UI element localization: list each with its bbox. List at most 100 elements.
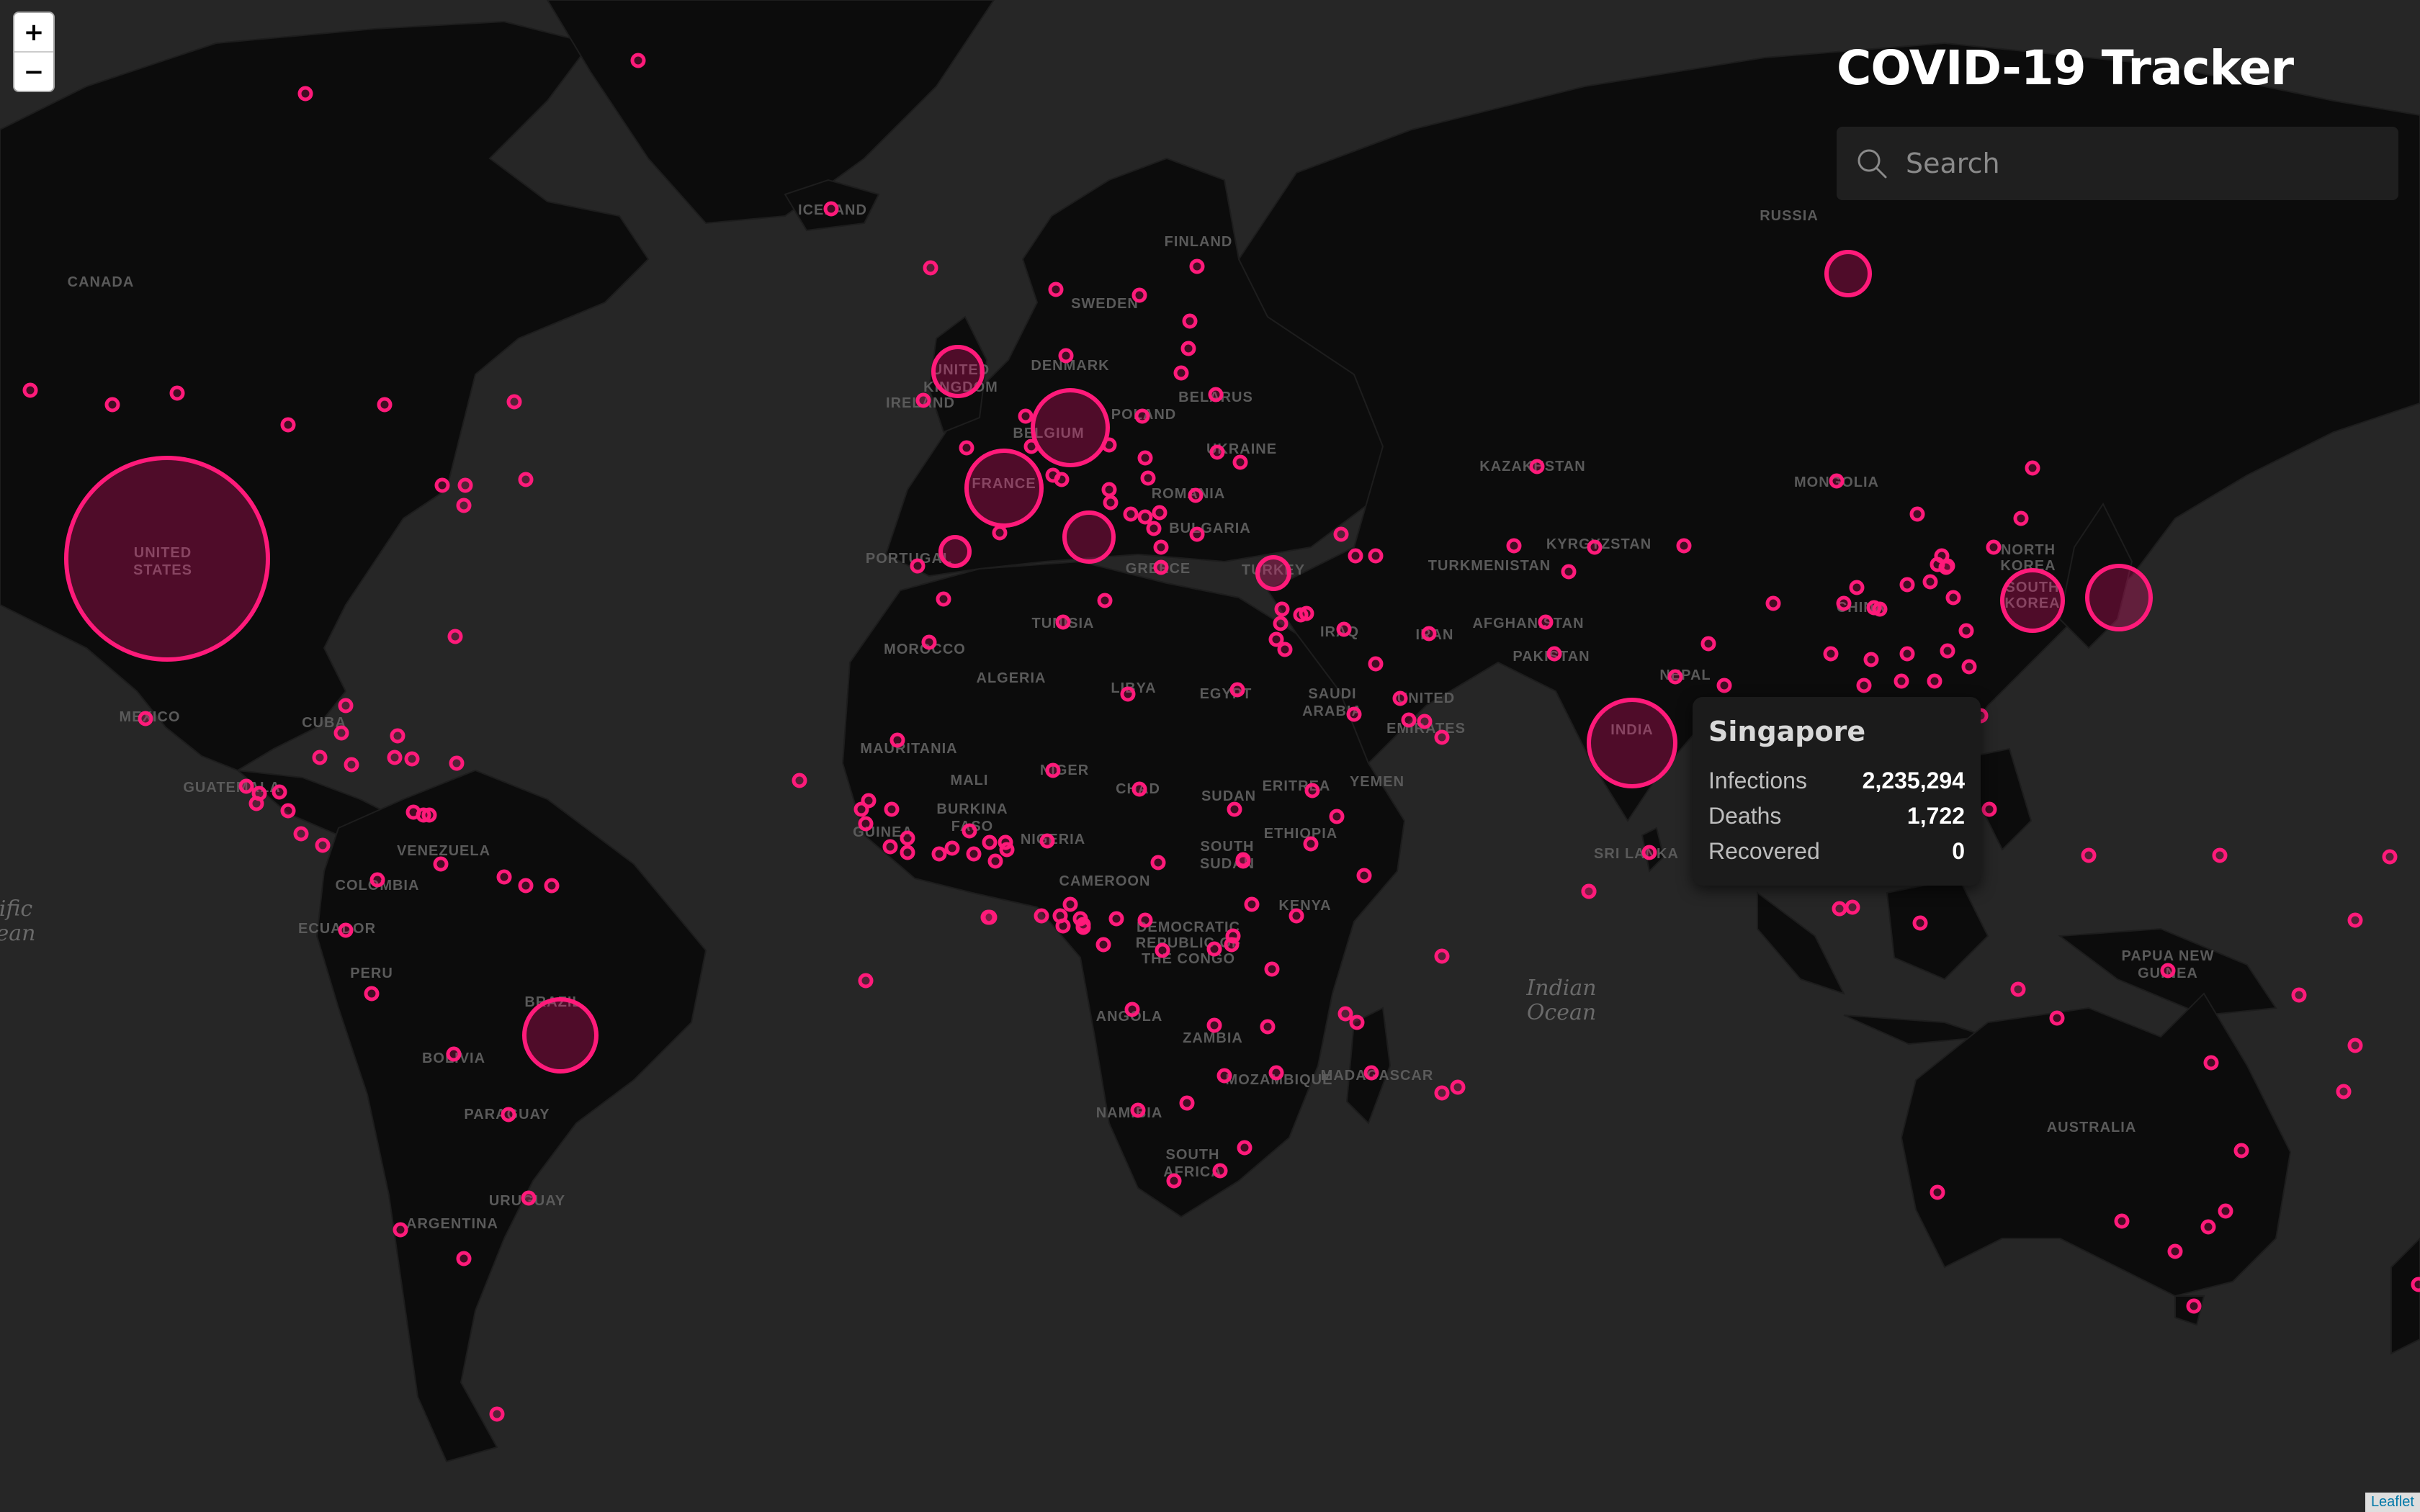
- case-marker[interactable]: [1188, 487, 1204, 503]
- case-marker[interactable]: [1546, 646, 1562, 662]
- case-marker[interactable]: [1260, 1019, 1276, 1035]
- case-marker[interactable]: [982, 834, 998, 850]
- case-marker[interactable]: [1506, 538, 1522, 554]
- case-marker[interactable]: [544, 878, 560, 894]
- case-marker[interactable]: [248, 796, 264, 811]
- case-marker[interactable]: [2160, 963, 2176, 978]
- case-marker[interactable]: [1303, 836, 1319, 852]
- case-marker[interactable]: [1961, 659, 1977, 675]
- case-marker[interactable]: [1208, 387, 1224, 402]
- case-marker-large[interactable]: [2085, 564, 2153, 631]
- case-marker[interactable]: [2411, 1277, 2420, 1292]
- case-marker[interactable]: [1103, 495, 1119, 510]
- case-marker[interactable]: [1131, 781, 1147, 797]
- case-marker[interactable]: [22, 382, 38, 398]
- case-marker[interactable]: [1075, 919, 1091, 935]
- case-marker[interactable]: [1363, 1065, 1379, 1081]
- case-marker[interactable]: [496, 869, 512, 885]
- case-marker[interactable]: [1849, 580, 1865, 595]
- case-marker[interactable]: [501, 1107, 516, 1122]
- case-marker[interactable]: [1930, 1184, 1945, 1200]
- case-marker[interactable]: [1299, 606, 1314, 621]
- case-marker[interactable]: [1945, 590, 1961, 606]
- case-marker[interactable]: [1700, 636, 1716, 652]
- map-attribution-link[interactable]: Leaflet: [2365, 1493, 2420, 1512]
- case-marker[interactable]: [1765, 595, 1781, 611]
- case-marker[interactable]: [1368, 548, 1384, 564]
- case-marker[interactable]: [377, 397, 393, 413]
- case-marker[interactable]: [1137, 509, 1153, 525]
- case-marker[interactable]: [2218, 1203, 2233, 1219]
- case-marker[interactable]: [506, 394, 522, 410]
- case-marker[interactable]: [1155, 942, 1170, 958]
- case-marker[interactable]: [992, 525, 1008, 541]
- case-marker[interactable]: [858, 973, 874, 989]
- case-marker[interactable]: [446, 1046, 462, 1062]
- case-marker[interactable]: [1150, 855, 1166, 870]
- case-marker[interactable]: [364, 986, 380, 1002]
- case-marker[interactable]: [1268, 1065, 1284, 1081]
- case-marker[interactable]: [387, 750, 403, 765]
- case-marker[interactable]: [1716, 678, 1732, 693]
- zoom-in-button[interactable]: +: [23, 17, 45, 47]
- case-marker[interactable]: [404, 751, 420, 767]
- case-marker[interactable]: [1587, 539, 1603, 555]
- case-marker[interactable]: [1152, 505, 1168, 521]
- case-marker[interactable]: [1123, 506, 1139, 522]
- case-marker[interactable]: [2233, 1143, 2249, 1158]
- case-marker-large[interactable]: [931, 345, 985, 398]
- case-marker[interactable]: [1130, 1102, 1146, 1118]
- case-marker[interactable]: [1124, 1002, 1140, 1017]
- case-marker[interactable]: [1235, 852, 1251, 868]
- case-marker[interactable]: [1529, 459, 1545, 474]
- case-marker[interactable]: [2049, 1010, 2065, 1026]
- search-input[interactable]: [1904, 147, 2368, 180]
- case-marker[interactable]: [2010, 981, 2026, 997]
- case-marker[interactable]: [1206, 1017, 1222, 1033]
- case-marker[interactable]: [1273, 616, 1289, 631]
- case-marker-large[interactable]: [964, 449, 1044, 528]
- case-marker[interactable]: [931, 846, 947, 862]
- case-marker[interactable]: [1986, 539, 2002, 555]
- case-marker[interactable]: [1189, 258, 1205, 274]
- case-marker[interactable]: [169, 385, 185, 401]
- case-marker[interactable]: [1829, 473, 1845, 489]
- case-markers[interactable]: [22, 53, 2420, 1422]
- case-marker[interactable]: [1268, 631, 1284, 647]
- case-marker[interactable]: [518, 878, 534, 894]
- case-marker[interactable]: [1304, 783, 1320, 798]
- case-marker[interactable]: [1237, 1140, 1252, 1156]
- case-marker[interactable]: [1182, 313, 1198, 329]
- case-marker[interactable]: [966, 846, 982, 862]
- case-marker[interactable]: [980, 909, 996, 925]
- case-marker[interactable]: [1899, 646, 1915, 662]
- case-marker[interactable]: [1450, 1079, 1466, 1095]
- case-marker[interactable]: [449, 755, 465, 771]
- case-marker[interactable]: [889, 732, 905, 748]
- case-marker[interactable]: [1137, 450, 1153, 466]
- case-marker[interactable]: [1581, 883, 1597, 899]
- case-marker[interactable]: [1180, 341, 1196, 356]
- case-marker[interactable]: [1922, 574, 1938, 590]
- case-marker[interactable]: [338, 922, 354, 938]
- case-marker[interactable]: [884, 801, 900, 817]
- case-marker[interactable]: [2200, 1219, 2216, 1235]
- case-marker[interactable]: [2291, 987, 2307, 1003]
- case-marker-large[interactable]: [2000, 568, 2065, 633]
- case-marker[interactable]: [1356, 868, 1372, 883]
- case-marker[interactable]: [1863, 652, 1879, 667]
- case-marker-large[interactable]: [64, 456, 270, 662]
- case-marker[interactable]: [2212, 847, 2228, 863]
- case-marker[interactable]: [1264, 961, 1280, 977]
- case-marker[interactable]: [1346, 706, 1362, 722]
- case-marker[interactable]: [1899, 577, 1915, 593]
- case-marker[interactable]: [1137, 912, 1153, 928]
- case-marker[interactable]: [915, 392, 931, 408]
- case-marker[interactable]: [2336, 1084, 2352, 1099]
- case-marker[interactable]: [393, 1222, 408, 1238]
- case-marker[interactable]: [2167, 1243, 2183, 1259]
- case-marker[interactable]: [792, 773, 807, 788]
- case-marker[interactable]: [853, 801, 869, 817]
- case-marker[interactable]: [1146, 521, 1162, 536]
- case-marker[interactable]: [1329, 809, 1345, 824]
